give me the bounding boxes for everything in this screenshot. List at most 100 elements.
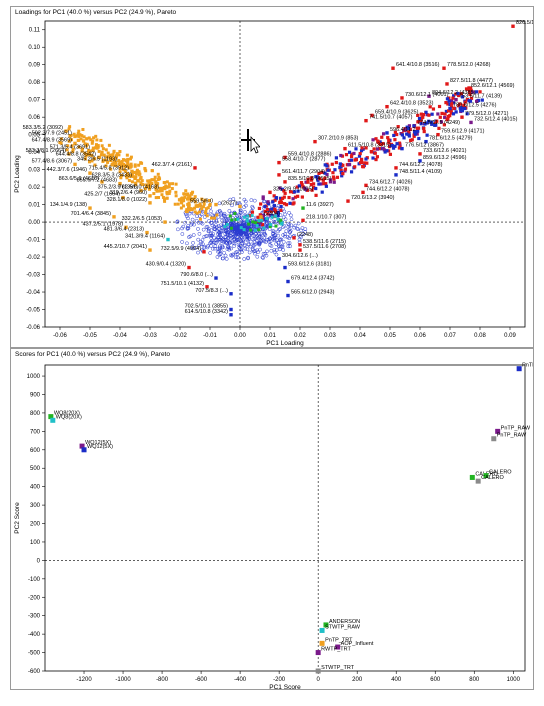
loadings-point[interactable]: [277, 257, 281, 261]
loadings-point[interactable]: [418, 152, 422, 156]
loadings-point[interactable]: [364, 183, 368, 188]
loadings-point[interactable]: [73, 134, 77, 139]
loadings-point[interactable]: [118, 181, 122, 186]
loadings-point[interactable]: [283, 155, 287, 160]
loadings-point[interactable]: [292, 236, 296, 240]
scores-point[interactable]: [491, 436, 497, 442]
loadings-point[interactable]: [73, 162, 77, 167]
loadings-point[interactable]: [139, 188, 143, 193]
loadings-point[interactable]: [67, 152, 71, 156]
loadings-point[interactable]: [238, 204, 242, 209]
loadings-point[interactable]: [124, 225, 128, 230]
loadings-point[interactable]: [277, 173, 281, 177]
loadings-point[interactable]: [394, 166, 398, 170]
loadings-point[interactable]: [214, 276, 218, 280]
loadings-point[interactable]: [298, 248, 302, 252]
loadings-point[interactable]: [148, 194, 152, 198]
loadings-point[interactable]: [88, 171, 92, 175]
loadings-point[interactable]: [112, 215, 116, 219]
loadings-point[interactable]: [445, 82, 449, 86]
loadings-point-label: 328.1/8.0 (1022): [107, 197, 148, 203]
loadings-point[interactable]: [160, 188, 164, 193]
loadings-point[interactable]: [286, 293, 290, 298]
scores-point[interactable]: [81, 447, 87, 453]
loadings-point[interactable]: [454, 97, 458, 102]
loadings-point[interactable]: [121, 195, 125, 200]
loadings-point[interactable]: [145, 230, 149, 235]
scores-point[interactable]: [319, 640, 325, 646]
loadings-point[interactable]: [346, 199, 350, 203]
loadings-point[interactable]: [214, 202, 218, 207]
loadings-point[interactable]: [148, 248, 152, 252]
loadings-point[interactable]: [442, 66, 446, 70]
loadings-point[interactable]: [202, 250, 206, 254]
loadings-point[interactable]: [466, 87, 470, 91]
loadings-point[interactable]: [100, 180, 104, 184]
loadings-point[interactable]: [166, 237, 170, 242]
loadings-point[interactable]: [229, 307, 233, 312]
loadings-point[interactable]: [64, 129, 68, 133]
loadings-point[interactable]: [193, 166, 197, 170]
loadings-point[interactable]: [313, 139, 317, 144]
loadings-point[interactable]: [88, 206, 92, 210]
loadings-point[interactable]: [286, 279, 290, 284]
loadings-point[interactable]: [229, 292, 233, 296]
loadings-point[interactable]: [391, 66, 395, 70]
loadings-point[interactable]: [133, 176, 137, 181]
scores-point[interactable]: [483, 473, 489, 479]
loadings-point[interactable]: [97, 155, 101, 160]
loadings-point[interactable]: [424, 139, 428, 144]
loadings-point[interactable]: [460, 115, 464, 119]
scores-point[interactable]: [315, 650, 321, 656]
loadings-point[interactable]: [400, 96, 404, 100]
loadings-point[interactable]: [268, 190, 272, 195]
loadings-point[interactable]: [427, 94, 431, 98]
loadings-point[interactable]: [148, 201, 152, 205]
loadings-point[interactable]: [364, 118, 368, 123]
loadings-plot[interactable]: -0.06 -0.05 -0.04 -0.03 -0.02 -0.01 0.00 0.01 0.…: [11, 7, 533, 347]
loadings-point[interactable]: [469, 120, 473, 125]
loadings-point-label: 702.5/10.1 (3855): [185, 304, 229, 310]
loadings-point[interactable]: [229, 313, 233, 317]
loadings-point[interactable]: [277, 160, 281, 165]
loadings-point-label: 611.5/10.8 (3315): [348, 143, 391, 149]
scores-point[interactable]: [516, 366, 522, 372]
loadings-point[interactable]: [448, 106, 452, 111]
loadings-point[interactable]: [343, 146, 347, 151]
loadings-point[interactable]: [205, 285, 209, 289]
loadings-point[interactable]: [418, 159, 422, 163]
loadings-point[interactable]: [385, 104, 389, 109]
loadings-point[interactable]: [187, 265, 191, 270]
scores-plot[interactable]: -1200 -1000 -800 -600 -400 -200 0 200 400 600 800 1…: [11, 349, 533, 689]
scores-point[interactable]: [495, 428, 501, 434]
scores-point[interactable]: [315, 668, 321, 674]
scores-point[interactable]: [323, 622, 329, 628]
scores-point[interactable]: [319, 627, 325, 633]
loadings-point[interactable]: [163, 220, 167, 224]
loadings-point[interactable]: [301, 206, 305, 210]
loadings-point[interactable]: [511, 24, 515, 28]
scores-point[interactable]: [79, 443, 85, 449]
loadings-point[interactable]: [130, 169, 134, 174]
loadings-point[interactable]: [283, 265, 287, 270]
scores-point[interactable]: [48, 414, 54, 420]
loadings-point[interactable]: [259, 215, 263, 219]
loadings-point[interactable]: [118, 160, 122, 165]
loadings-point[interactable]: [436, 132, 440, 137]
loadings-point[interactable]: [400, 146, 404, 151]
loadings-point[interactable]: [361, 190, 365, 195]
loadings-point[interactable]: [370, 113, 374, 118]
loadings-point[interactable]: [298, 243, 302, 247]
scores-point[interactable]: [469, 474, 475, 480]
loadings-point[interactable]: [73, 141, 77, 146]
loadings-point[interactable]: [91, 148, 95, 153]
loadings-point[interactable]: [412, 124, 416, 128]
loadings-point[interactable]: [394, 173, 398, 177]
scores-point[interactable]: [335, 644, 341, 650]
loadings-point[interactable]: [283, 180, 287, 184]
loadings-point[interactable]: [301, 218, 305, 223]
scores-point[interactable]: [50, 417, 56, 423]
loadings-point[interactable]: [385, 131, 389, 135]
scores-point[interactable]: [475, 478, 481, 484]
loadings-point-label: 583.3/5.2 (3092): [23, 125, 64, 131]
